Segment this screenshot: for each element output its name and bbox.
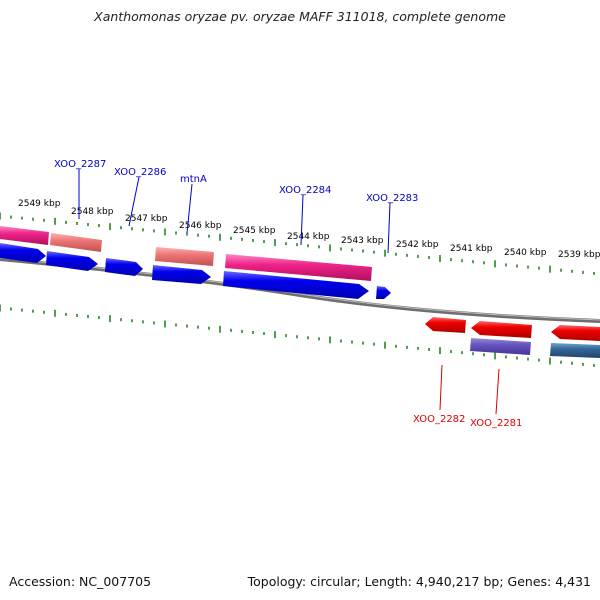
forward-gene-labels: XOO_2287 XOO_2286 mtnA XOO_2284 XOO_2283 bbox=[54, 159, 418, 254]
kbp-label: 2543 kbp bbox=[341, 236, 384, 246]
gene-label-xoo-2284[interactable]: XOO_2284 bbox=[279, 185, 331, 196]
forward-tick-ring bbox=[0, 212, 595, 275]
genome-stats: Topology: circular; Length: 4,940,217 bp… bbox=[247, 574, 591, 589]
gene-leader-line bbox=[495, 368, 500, 415]
kbp-label: 2542 kbp bbox=[396, 240, 439, 250]
kbp-label: 2548 kbp bbox=[71, 207, 114, 217]
forward-feature-track bbox=[0, 226, 372, 281]
forward-feature-bar[interactable] bbox=[0, 226, 49, 245]
gene-label-xoo-2283[interactable]: XOO_2283 bbox=[366, 193, 418, 204]
forward-cds-arrow[interactable] bbox=[376, 286, 391, 299]
kbp-label: 2539 kbp bbox=[558, 250, 600, 260]
map-title: Xanthomonas oryzae pv. oryzae MAFF 31101… bbox=[94, 9, 506, 24]
kbp-label: 2549 kbp bbox=[18, 199, 61, 209]
gene-leader-line bbox=[387, 202, 391, 254]
gene-leader-line bbox=[186, 183, 193, 234]
kbp-label: 2540 kbp bbox=[504, 248, 547, 258]
kbp-label: 2544 kbp bbox=[287, 232, 330, 242]
forward-feature-bar[interactable] bbox=[50, 233, 102, 252]
forward-cds-arrow[interactable] bbox=[152, 265, 211, 284]
gene-label-xoo-2281[interactable]: XOO_2281 bbox=[470, 418, 522, 429]
kbp-label: 2545 kbp bbox=[233, 226, 276, 236]
forward-cds-track bbox=[0, 243, 391, 299]
forward-feature-bar[interactable] bbox=[155, 247, 214, 266]
gene-leader-line bbox=[128, 176, 140, 227]
reverse-cds-arrow[interactable] bbox=[471, 321, 532, 338]
forward-cds-arrow[interactable] bbox=[46, 251, 98, 271]
reverse-gene-labels: XOO_2282 XOO_2281 bbox=[413, 364, 522, 429]
kbp-label: 2546 kbp bbox=[179, 221, 222, 231]
gene-label-xoo-2287[interactable]: XOO_2287 bbox=[54, 159, 106, 170]
forward-cds-arrow[interactable] bbox=[223, 271, 369, 299]
forward-cds-arrow[interactable] bbox=[0, 243, 46, 263]
accession-number: Accession: NC_007705 bbox=[9, 574, 152, 589]
gene-label-xoo-2286[interactable]: XOO_2286 bbox=[114, 167, 166, 178]
reverse-cds-arrow[interactable] bbox=[551, 325, 600, 341]
reverse-cds-track bbox=[425, 317, 600, 341]
kbp-label: 2547 kbp bbox=[125, 214, 168, 224]
kbp-label: 2541 kbp bbox=[450, 244, 493, 254]
reverse-cds-arrow[interactable] bbox=[425, 317, 466, 333]
reverse-tick-ring bbox=[0, 304, 595, 367]
reverse-feature-track bbox=[470, 338, 600, 358]
gene-leader-line bbox=[439, 364, 443, 411]
gene-label-xoo-2282[interactable]: XOO_2282 bbox=[413, 414, 465, 425]
gene-label-mtna[interactable]: mtnA bbox=[180, 174, 207, 185]
kbp-scale: 2549 kbp 2548 kbp 2547 kbp 2546 kbp 2545… bbox=[18, 199, 600, 260]
forward-feature-bar[interactable] bbox=[225, 254, 372, 281]
reverse-feature-bar[interactable] bbox=[470, 338, 531, 355]
gene-leader-line bbox=[300, 194, 304, 246]
reverse-feature-bar[interactable] bbox=[550, 343, 600, 358]
forward-cds-arrow[interactable] bbox=[105, 258, 143, 276]
